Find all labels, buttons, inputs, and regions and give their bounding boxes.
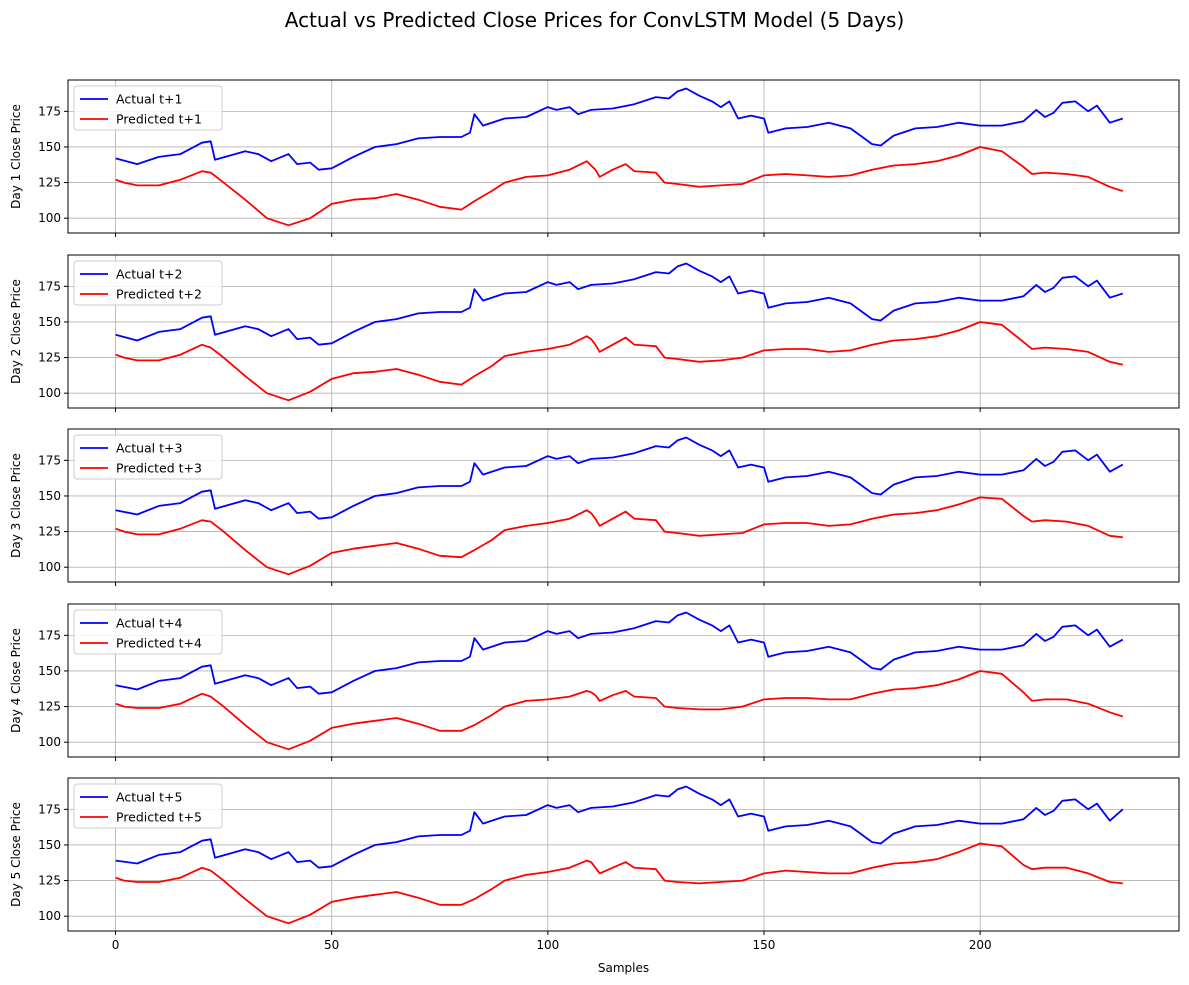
legend: Actual t+4 Predicted t+4 [73,609,223,655]
subplot-3: 100 125 150 175 Day 3 Close Price Actual t+3 P… [9,428,1180,586]
y-axis-label: Day 5 Close Price [9,802,23,907]
y-tick-label: 175 [38,279,61,293]
y-tick-label: 150 [38,664,61,678]
y-tick-label: 100 [38,560,61,574]
y-tick-label: 175 [38,453,61,467]
axes-frame [67,79,1180,234]
legend-box [73,783,223,829]
series-line-predicted [115,321,1123,402]
series-line-actual [115,611,1124,695]
legend: Actual t+1 Predicted t+1 [73,85,223,131]
legend-entry: Predicted t+4 [116,636,202,651]
series-line-actual [115,436,1124,520]
legend-entry: Actual t+3 [116,441,182,456]
subplot-1: 100 125 150 175 Day 1 Close Price Actual t+1 P… [9,79,1180,237]
axes-frame [67,428,1180,583]
series-line-predicted [115,496,1123,576]
legend-box [73,609,223,655]
legend-entry: Predicted t+3 [116,461,202,476]
y-tick-label: 100 [38,211,61,225]
y-tick-label: 175 [38,104,61,118]
y-axis-label: Day 3 Close Price [9,453,23,558]
legend-box [73,85,223,131]
y-tick-label: 125 [38,525,61,539]
series-line-actual [115,87,1124,171]
y-tick-label: 175 [38,628,61,642]
y-axis-label: Day 4 Close Price [9,628,23,733]
axes-frame [67,603,1180,758]
y-tick-label: 125 [38,874,61,888]
x-tick-label: 0 [112,938,120,952]
series-line-predicted [115,842,1123,925]
x-tick-label: 100 [536,938,559,952]
subplot-2: 100 125 150 175 Day 2 Close Price Actual t+2 P… [9,254,1180,412]
y-axis-label: Day 2 Close Price [9,279,23,384]
legend-entry: Actual t+5 [116,790,182,805]
legend: Actual t+5 Predicted t+5 [73,783,223,829]
legend-entry: Actual t+1 [116,92,182,107]
legend-entry: Predicted t+1 [116,112,202,127]
y-tick-label: 125 [38,351,61,365]
axes-frame [67,254,1180,409]
legend-box [73,260,223,306]
series-line-predicted [115,670,1124,751]
legend-entry: Actual t+2 [116,267,182,282]
figure-title: Actual vs Predicted Close Prices for Con… [284,8,905,32]
legend-entry: Predicted t+5 [116,810,202,825]
x-tick-label: 200 [969,938,992,952]
y-tick-label: 150 [38,489,61,503]
y-tick-label: 125 [38,176,61,190]
y-tick-label: 150 [38,140,61,154]
y-tick-label: 100 [38,735,61,749]
subplot-5: 100 125 150 175 0 50 100 150 200 Day 5 Close Pric… [9,777,1180,952]
subplot-4: 100 125 150 175 Day 4 Close Price Actual t+4 P… [9,603,1180,761]
y-axis-label: Day 1 Close Price [9,104,23,209]
y-tick-label: 125 [38,700,61,714]
y-tick-label: 100 [38,386,61,400]
series-line-predicted [115,146,1124,227]
axes-frame [67,777,1180,932]
legend-entry: Predicted t+2 [116,287,202,302]
x-tick-label: 50 [324,938,339,952]
legend: Actual t+3 Predicted t+3 [73,434,223,480]
legend-box [73,434,223,480]
y-tick-label: 175 [38,802,61,816]
legend-entry: Actual t+4 [116,616,183,631]
y-tick-label: 100 [38,909,61,923]
y-tick-label: 150 [38,838,61,852]
x-tick-label: 150 [753,938,776,952]
y-tick-label: 150 [38,315,61,329]
series-line-actual [115,262,1124,346]
series-line-actual [115,785,1124,869]
x-axis-label: Samples [598,961,649,975]
legend: Actual t+2 Predicted t+2 [73,260,223,306]
